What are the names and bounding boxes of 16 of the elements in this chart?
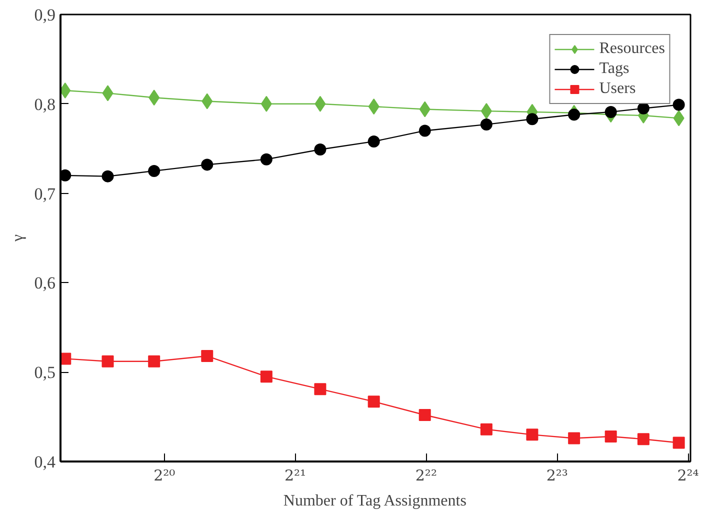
y-tick-label: 0,6 [34,274,56,293]
y-tick-label: 0,4 [34,452,56,472]
y-tick-label: 0,9 [34,6,56,24]
x-tick-label: 2²¹ [284,466,306,484]
y-tick-label: 0,5 [34,363,56,382]
y-tick-label: 0,7 [34,184,56,204]
legend-label: Users [599,80,636,98]
y-tick-label: 0,8 [34,94,56,114]
x-axis-title: Number of Tag Assignments [283,492,466,510]
legend-label: Resources [599,40,665,58]
y-axis-title: γ [9,234,26,243]
x-tick-label: 2²² [415,466,437,484]
x-tick-label: 2²⁰ [154,466,176,484]
x-tick-label: 2²⁴ [677,466,699,484]
x-tick-label: 2²³ [546,466,568,484]
legend-label: Tags [599,60,630,78]
